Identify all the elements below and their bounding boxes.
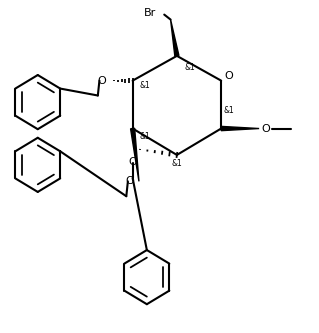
- Text: &1: &1: [184, 63, 195, 72]
- Text: O: O: [261, 124, 270, 134]
- Text: O: O: [128, 157, 137, 166]
- Polygon shape: [171, 20, 179, 56]
- Text: O: O: [97, 76, 106, 86]
- Text: &1: &1: [140, 132, 151, 141]
- Text: &1: &1: [140, 81, 151, 90]
- Polygon shape: [221, 127, 259, 131]
- Text: Br: Br: [144, 8, 156, 18]
- Text: O: O: [125, 176, 134, 186]
- Text: &1: &1: [224, 106, 234, 115]
- Polygon shape: [130, 128, 139, 181]
- Text: &1: &1: [172, 159, 182, 168]
- Text: O: O: [225, 71, 234, 81]
